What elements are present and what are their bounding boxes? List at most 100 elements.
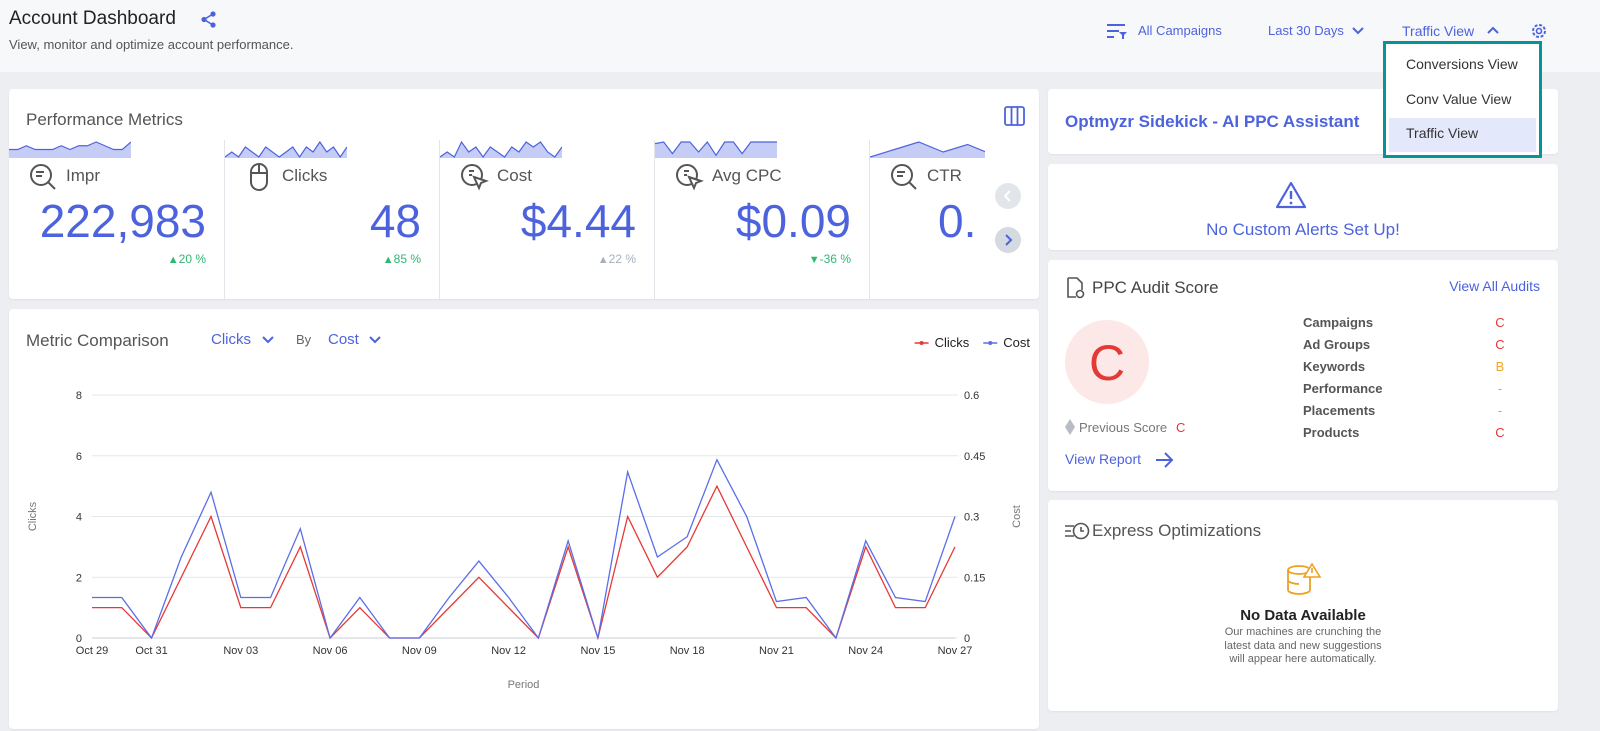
audit-icon	[1067, 277, 1085, 299]
sparkline	[654, 141, 777, 158]
metric-label: Clicks	[282, 166, 328, 185]
audit-row-label: Performance	[1303, 381, 1383, 396]
chevron-down	[1352, 27, 1364, 35]
metric-value: $4.44	[520, 195, 636, 247]
alerts-message: No Custom Alerts Set Up!	[1206, 220, 1400, 239]
audit-row-label: Products	[1303, 425, 1360, 440]
metric-change: ▲20 %	[168, 252, 206, 266]
view-filter[interactable]: Traffic View	[1402, 23, 1475, 39]
audit-row-grade: -	[1497, 381, 1503, 396]
view-report[interactable]: View Report	[1065, 451, 1142, 467]
metric-label: CTR	[927, 166, 962, 185]
trend-arrow: ▼	[808, 254, 820, 266]
x-tick-label: Nov 18	[670, 645, 705, 657]
metric-change: ▲85 %	[383, 252, 421, 266]
sidekick-title[interactable]: Optmyzr Sidekick - AI PPC Assistant	[1065, 112, 1360, 131]
audit-row-grade: B	[1495, 359, 1505, 374]
scroll-buttons[interactable]	[994, 182, 1022, 256]
y-tick-label: 0	[76, 633, 82, 645]
metric-column: CTR 0.	[869, 140, 985, 299]
page-subtitle: View, monitor and optimize account perfo…	[9, 37, 294, 52]
metric-value: 0.	[938, 195, 977, 247]
menu-item[interactable]: Conv Value View	[1406, 90, 1512, 107]
sparkline-fill	[655, 142, 777, 158]
no-data-line: latest data and new suggestions	[1224, 639, 1382, 652]
metric-icon	[461, 164, 489, 191]
metric-icon	[30, 164, 56, 190]
trend-arrow: ▲	[382, 254, 394, 266]
audit-row-grade: C	[1495, 425, 1505, 440]
metric-value: $0.09	[735, 195, 851, 247]
no-data-line: Our machines are crunching the	[1224, 626, 1382, 638]
express-icon	[1065, 522, 1090, 540]
metric-select[interactable]: Clicks	[211, 331, 251, 348]
audit-row-label: Keywords	[1303, 359, 1366, 374]
by-select[interactable]: Cost	[328, 331, 359, 348]
metric-column: Avg CPC $0.09 ▼-36 %	[654, 140, 869, 299]
chevron-up	[1487, 26, 1499, 34]
audit-grade: C	[1088, 335, 1126, 391]
change-text: 85 %	[393, 252, 421, 266]
legend-dot	[988, 341, 993, 345]
sparkline-line	[9, 141, 132, 151]
metric-change: ▼-36 %	[809, 252, 851, 266]
legend-label: Cost	[1003, 335, 1030, 350]
sparkline-fill	[225, 142, 347, 158]
view-all-audits[interactable]: View All Audits	[1449, 278, 1540, 294]
diamond-icon	[1065, 419, 1075, 435]
filter-icon[interactable]	[1106, 23, 1128, 39]
sparkline-line	[439, 140, 563, 159]
audit-row-label: Ad Groups	[1303, 337, 1371, 352]
y-axis-label: Clicks	[27, 501, 39, 531]
x-tick-label: Nov 24	[848, 645, 883, 657]
metrics-strip: Impr 222,983 ▲20 % Clicks 48 ▲85 % Cost $4.44 ▲2…	[9, 140, 985, 299]
sparkline-line	[869, 141, 985, 158]
chevron-down	[369, 336, 381, 344]
grade-circle	[1065, 320, 1149, 404]
menu-highlight	[1389, 118, 1536, 152]
date-filter[interactable]: Last 30 Days	[1268, 23, 1344, 38]
metric-column: Cost $4.44 ▲22 %	[439, 140, 654, 299]
metric-label: Avg CPC	[712, 166, 782, 185]
legend-dot	[919, 341, 924, 345]
audit-row-grade: -	[1497, 403, 1503, 418]
x-tick-label: Nov 27	[938, 645, 973, 657]
no-data-line: will appear here automatically.	[1229, 653, 1377, 665]
menu-item[interactable]: Conversions View	[1406, 56, 1518, 72]
warning-icon	[1275, 181, 1307, 209]
metric-icon	[250, 163, 268, 191]
campaign-filter[interactable]: All Campaigns	[1138, 23, 1222, 38]
settings-icon[interactable]	[1530, 22, 1548, 40]
y2-tick-label: 0.6	[964, 390, 979, 402]
x-tick-label: Nov 06	[313, 645, 348, 657]
trend-arrow: ▲	[597, 254, 609, 266]
performance-title: Performance Metrics	[26, 110, 183, 129]
metric-label: Impr	[66, 166, 100, 185]
series-line	[92, 458, 956, 640]
x-tick-label: Nov 12	[491, 645, 526, 657]
y2-axis-label: Cost	[1011, 505, 1023, 528]
metric-change: ▲22 %	[598, 252, 636, 266]
legend-label: Clicks	[935, 335, 970, 350]
sparkline-fill	[870, 142, 985, 158]
columns-icon[interactable]	[1004, 106, 1025, 126]
change-text: 20 %	[178, 252, 206, 266]
header-bar	[0, 0, 1600, 72]
sparkline-line	[224, 140, 348, 159]
y-tick-label: 8	[76, 390, 82, 402]
express-card	[1048, 500, 1558, 711]
y-tick-label: 4	[76, 512, 82, 524]
share-icon[interactable]	[200, 11, 217, 28]
change-text: -36 %	[819, 252, 851, 266]
line-chart: 0 2 4 6 8 0 0.15 0.3 0.45 0.6 Oct 29 Oct 31 Nov 03 No…	[27, 335, 1030, 691]
page-title: Account Dashboard	[9, 8, 176, 29]
x-tick-label: Nov 15	[580, 645, 615, 657]
sparkline	[869, 141, 985, 158]
chevron-down	[262, 336, 274, 344]
y2-tick-label: 0.15	[964, 572, 985, 584]
series-line	[92, 484, 956, 641]
audit-row-grade: C	[1495, 315, 1505, 330]
metric-value: 48	[369, 195, 421, 247]
by-label: By	[296, 332, 312, 347]
menu-item[interactable]: Traffic View	[1406, 125, 1479, 141]
